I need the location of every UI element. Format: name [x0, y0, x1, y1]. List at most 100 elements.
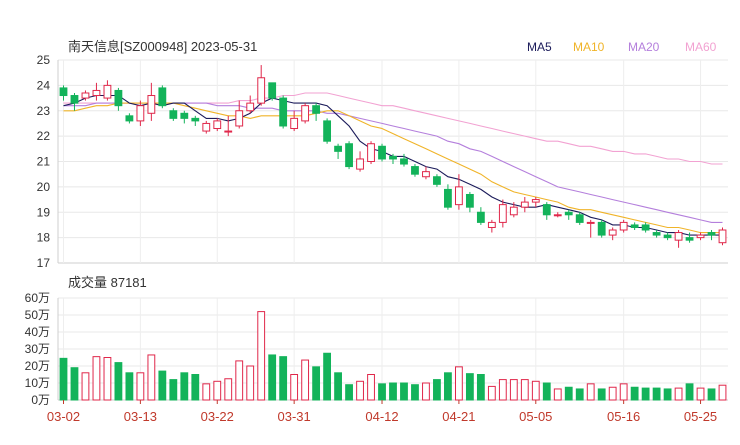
candle-body	[400, 158, 408, 165]
candle-body	[147, 95, 156, 114]
price-tick-label: 23	[37, 104, 51, 118]
candle	[696, 232, 705, 241]
date-tick-label: 04-21	[442, 409, 475, 424]
candle	[378, 143, 386, 162]
volume-tick-label: 40万	[25, 325, 50, 339]
volume-axis-ticks: 60万 50万 40万 30万 20万 10万 0万	[25, 291, 50, 407]
price-tick-label: 21	[37, 155, 51, 169]
candle-body	[202, 122, 211, 132]
date-tick-label: 05-05	[519, 409, 552, 424]
date-tick-label: 03-31	[278, 409, 311, 424]
candle	[619, 219, 628, 233]
volume-bar	[59, 357, 68, 401]
volume-bar	[367, 374, 375, 401]
candle-body	[641, 224, 650, 231]
legend-ma60: MA60	[685, 40, 717, 54]
volume-bar	[323, 352, 332, 401]
candle-body	[619, 221, 628, 231]
candle-body	[191, 117, 200, 122]
volume-bar	[454, 366, 463, 401]
candle-body	[674, 232, 683, 241]
candle	[180, 110, 189, 124]
date-axis-ticks: 03-02 03-13 03-22 03-31 04-12 04-21 05-05 05-16…	[47, 400, 717, 424]
candle	[454, 174, 463, 210]
price-axis-ticks: 25 24 23 22 21 20 19 18 17	[37, 53, 51, 270]
volume-bar	[169, 379, 178, 401]
volume-tick-label: 60万	[25, 291, 50, 305]
candle-body	[279, 97, 288, 127]
volume-bar	[696, 387, 705, 401]
price-tick-label: 22	[37, 129, 51, 143]
candle-body	[345, 143, 353, 168]
price-tick-label: 17	[37, 256, 51, 270]
volume-bar	[213, 380, 222, 401]
candle	[70, 92, 79, 111]
candle	[235, 100, 244, 129]
volume-bar	[444, 372, 452, 401]
candle	[509, 202, 518, 218]
volume-tick-label: 20万	[25, 359, 50, 373]
volume-bar	[509, 379, 518, 401]
candle-body	[564, 211, 573, 216]
ma-legend: MA5 MA10 MA20 MA60	[527, 40, 717, 54]
volume-bar	[674, 387, 683, 401]
candle-body	[696, 234, 705, 239]
candle	[301, 103, 310, 124]
candle-body	[114, 89, 123, 107]
price-tick-label: 19	[37, 205, 51, 219]
candle-body	[356, 158, 364, 170]
candle	[169, 108, 178, 121]
candle-body	[597, 221, 606, 236]
candle-body	[498, 204, 507, 223]
candle-body	[378, 145, 386, 160]
candle	[422, 166, 430, 180]
candle	[345, 141, 353, 170]
volume-bar	[498, 379, 507, 401]
candle-body	[476, 211, 485, 223]
candle	[268, 82, 277, 101]
volume-tick-label: 10万	[25, 376, 50, 390]
volume-tick-label: 0万	[31, 393, 50, 407]
candle	[674, 230, 683, 248]
candle-body	[608, 229, 617, 236]
candle-body	[575, 214, 584, 223]
candle	[224, 115, 233, 137]
candle	[707, 230, 716, 241]
legend-ma20: MA20	[628, 40, 660, 54]
candle-body	[81, 92, 90, 99]
candle-body	[246, 102, 255, 112]
volume-bar	[663, 388, 672, 401]
volume-bar	[356, 380, 364, 401]
volume-bar	[586, 383, 595, 401]
candle-body	[389, 155, 397, 160]
candle	[147, 82, 156, 121]
volume-title: 成交量 87181	[68, 275, 147, 290]
volume-bar	[465, 373, 474, 401]
candlesticks	[59, 65, 727, 248]
volume-bar	[531, 380, 540, 401]
candle-body	[290, 117, 299, 130]
candle	[586, 219, 595, 238]
candle	[718, 227, 727, 246]
candle-body	[487, 221, 496, 228]
candle	[487, 219, 496, 233]
candle-body	[312, 105, 321, 114]
candle	[465, 191, 474, 213]
candle-body	[70, 95, 79, 104]
volume-bar	[279, 356, 288, 401]
volume-bars	[59, 311, 727, 401]
candle	[411, 164, 419, 177]
candle	[444, 184, 452, 210]
price-tick-label: 18	[37, 231, 51, 245]
volume-bar	[411, 384, 419, 401]
volume-bar	[575, 388, 584, 401]
legend-ma10: MA10	[573, 40, 605, 54]
price-tick-label: 20	[37, 180, 51, 194]
candle	[663, 232, 672, 241]
volume-bar	[641, 387, 650, 401]
candle-body	[268, 82, 277, 99]
volume-bar	[334, 372, 342, 401]
candle-body	[422, 171, 430, 178]
candle-body	[92, 89, 101, 97]
